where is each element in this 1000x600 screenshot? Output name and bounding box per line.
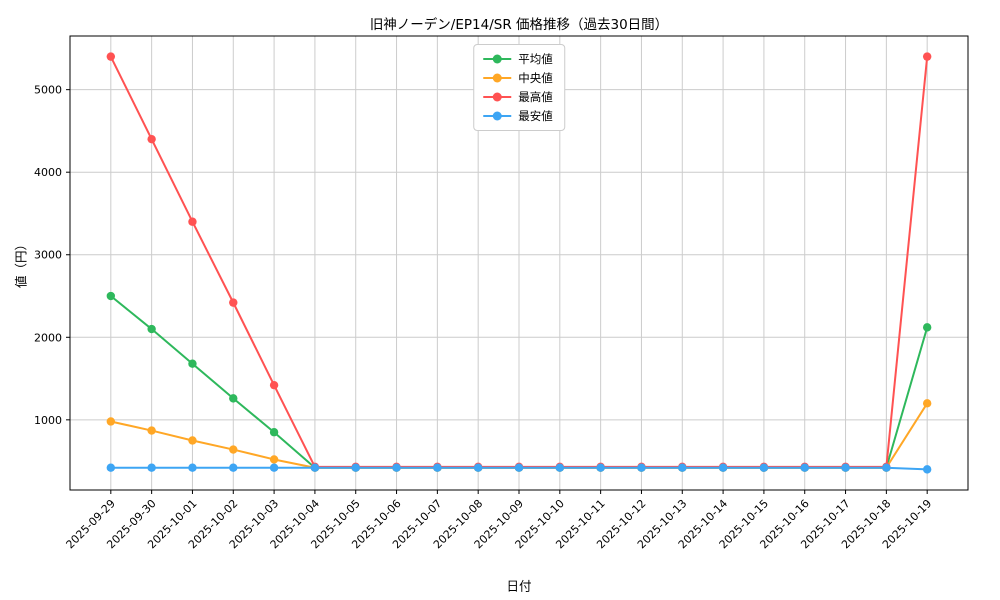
series-point-average bbox=[269, 428, 279, 437]
series-point-min bbox=[637, 463, 646, 472]
legend-item-average: 平均値 bbox=[483, 52, 553, 66]
y-tick-label: 3000 bbox=[34, 249, 62, 262]
series-point-min bbox=[759, 463, 769, 472]
series-point-min bbox=[433, 463, 442, 472]
series-point-min bbox=[269, 463, 279, 472]
legend-marker-icon bbox=[483, 54, 512, 65]
legend-marker-icon bbox=[483, 73, 512, 84]
series-point-min bbox=[351, 463, 360, 472]
chart-title: 旧神ノーデン/EP14/SR 価格推移（過去30日間） bbox=[369, 17, 669, 33]
series-point-min bbox=[718, 463, 728, 472]
series-point-median bbox=[922, 399, 932, 408]
series-point-average bbox=[106, 291, 116, 301]
series-point-max bbox=[106, 52, 116, 61]
series-point-max bbox=[229, 298, 238, 307]
series-point-min bbox=[678, 463, 687, 472]
legend-item-max: 最高値 bbox=[483, 90, 553, 104]
series-point-average bbox=[147, 324, 156, 334]
series-point-min bbox=[800, 463, 809, 472]
series-point-max bbox=[147, 134, 156, 144]
series-point-min bbox=[922, 465, 932, 474]
series-point-min bbox=[473, 463, 483, 472]
x-axis-label: 日付 bbox=[506, 578, 532, 594]
series-point-median bbox=[147, 426, 156, 435]
series-point-min bbox=[841, 463, 850, 472]
series-point-min bbox=[188, 463, 197, 472]
series-point-average bbox=[922, 323, 932, 332]
legend-label: 最高値 bbox=[518, 90, 553, 104]
series-point-median bbox=[188, 436, 197, 445]
legend-marker-icon bbox=[483, 111, 512, 122]
series-point-min bbox=[882, 463, 891, 472]
legend-label: 中央値 bbox=[518, 71, 553, 85]
legend-label: 平均値 bbox=[518, 52, 553, 66]
series-point-median bbox=[229, 445, 238, 454]
series-point-min bbox=[106, 463, 116, 472]
series-point-average bbox=[188, 359, 197, 368]
series-point-max bbox=[188, 217, 197, 226]
legend-item-min: 最安値 bbox=[483, 109, 553, 123]
y-tick-label: 2000 bbox=[34, 331, 62, 344]
legend-marker-icon bbox=[483, 92, 512, 103]
series-point-max bbox=[922, 52, 932, 61]
series-point-min bbox=[392, 463, 401, 472]
series-point-min bbox=[147, 463, 156, 472]
y-tick-label: 5000 bbox=[34, 84, 62, 97]
series-point-min bbox=[514, 463, 524, 472]
series-point-average bbox=[229, 394, 238, 403]
y-tick-label: 4000 bbox=[34, 166, 62, 179]
y-tick-label: 1000 bbox=[34, 414, 62, 427]
series-point-min bbox=[229, 463, 238, 472]
series-point-median bbox=[269, 455, 279, 464]
series-point-max bbox=[269, 380, 279, 390]
series-point-median bbox=[106, 417, 116, 426]
legend: 平均値中央値最高値最安値 bbox=[473, 44, 565, 131]
legend-label: 最安値 bbox=[518, 109, 553, 123]
series-point-min bbox=[596, 463, 605, 472]
series-point-min bbox=[555, 463, 565, 472]
legend-item-median: 中央値 bbox=[483, 71, 553, 85]
series-point-min bbox=[310, 463, 320, 472]
